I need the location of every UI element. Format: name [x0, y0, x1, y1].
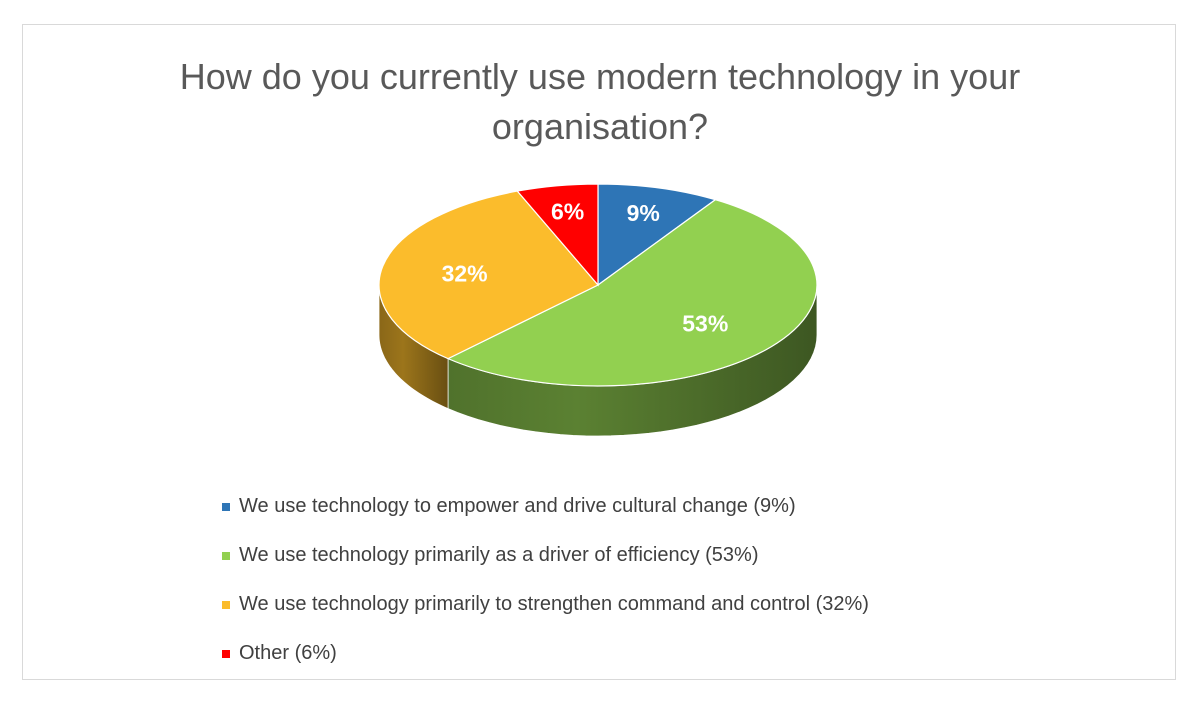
legend: We use technology to empower and drive c…	[222, 482, 869, 678]
data-label-efficiency: 53%	[682, 310, 728, 336]
legend-item-empower: We use technology to empower and drive c…	[222, 482, 869, 531]
legend-label-command: We use technology primarily to strengthe…	[239, 593, 869, 615]
legend-item-efficiency: We use technology primarily as a driver …	[222, 531, 869, 580]
pie-slice-efficiency	[446, 199, 818, 387]
pie-slice-command	[378, 190, 599, 360]
legend-swatch-empower	[222, 502, 230, 511]
legend-label-empower: We use technology to empower and drive c…	[239, 495, 796, 517]
pie-slice-other	[516, 183, 599, 287]
legend-swatch-efficiency	[222, 551, 230, 560]
chart-title-line-2: organisation?	[491, 106, 709, 147]
legend-swatch-command	[222, 600, 230, 609]
data-label-other: 6%	[551, 199, 584, 225]
data-label-empower: 9%	[627, 200, 660, 226]
pie-slice-empower	[597, 183, 717, 287]
chart-title: How do you currently use modern technolo…	[0, 52, 1200, 152]
legend-label-efficiency: We use technology primarily as a driver …	[239, 544, 759, 566]
legend-label-other: Other (6%)	[239, 642, 337, 664]
data-label-command: 32%	[442, 260, 488, 286]
chart-title-line-1: How do you currently use modern technolo…	[179, 56, 1021, 97]
legend-swatch-other	[222, 649, 230, 658]
legend-item-other: Other (6%)	[222, 629, 869, 678]
legend-item-command: We use technology primarily to strengthe…	[222, 580, 869, 629]
